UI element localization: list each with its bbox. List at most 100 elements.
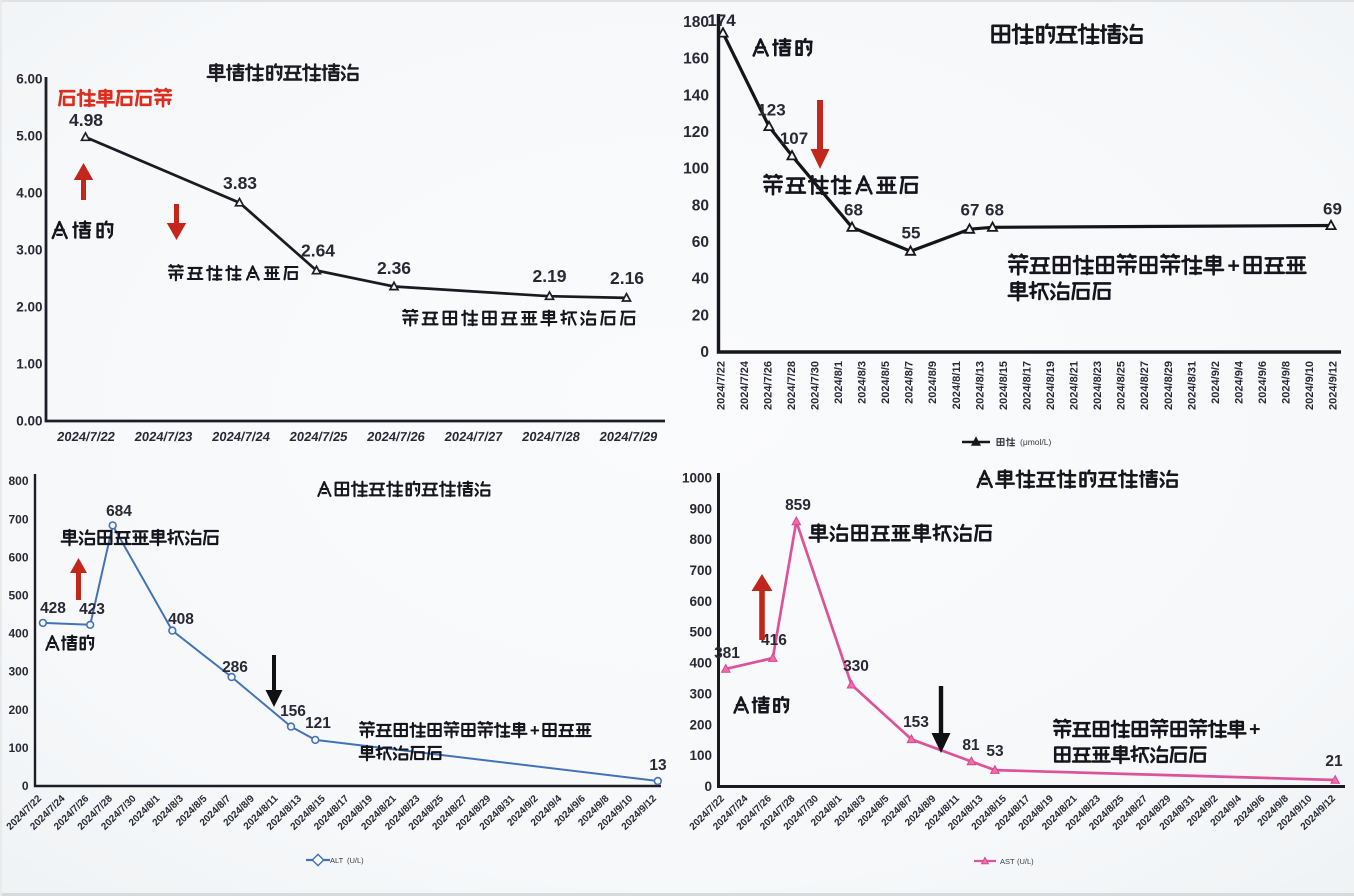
- svg-text:100: 100: [689, 748, 712, 763]
- svg-text:3.00: 3.00: [16, 243, 42, 258]
- svg-text:+: +: [530, 721, 540, 740]
- svg-text:200: 200: [689, 717, 712, 732]
- svg-text:60: 60: [692, 234, 709, 251]
- svg-text:121: 121: [305, 715, 331, 732]
- svg-text:68: 68: [985, 201, 1004, 220]
- svg-text:100: 100: [8, 741, 28, 755]
- svg-text:160: 160: [683, 51, 709, 68]
- svg-text:2.00: 2.00: [16, 300, 42, 315]
- svg-text:2024/7/22: 2024/7/22: [56, 429, 116, 444]
- svg-text:2024/8/23: 2024/8/23: [1092, 361, 1104, 410]
- svg-text:2024/7/28: 2024/7/28: [521, 429, 581, 444]
- svg-text:ALT: ALT: [330, 856, 344, 865]
- svg-text:2024/8/19: 2024/8/19: [1045, 361, 1057, 410]
- svg-text:2024/8/1: 2024/8/1: [833, 361, 845, 404]
- svg-text:0: 0: [22, 779, 29, 793]
- svg-text:20: 20: [692, 307, 709, 324]
- svg-text:4.98: 4.98: [69, 110, 103, 130]
- svg-text:153: 153: [903, 714, 929, 731]
- svg-text:123: 123: [757, 101, 785, 120]
- svg-text:700: 700: [8, 512, 28, 526]
- svg-text:107: 107: [780, 129, 808, 148]
- svg-text:2024/8/29: 2024/8/29: [1163, 361, 1175, 410]
- svg-text:2024/8/3: 2024/8/3: [857, 361, 869, 404]
- svg-text:300: 300: [689, 686, 712, 701]
- svg-text:67: 67: [961, 201, 980, 220]
- svg-text:500: 500: [689, 625, 712, 640]
- svg-text:700: 700: [689, 563, 712, 578]
- svg-text:423: 423: [79, 601, 105, 618]
- svg-text:2024/8/27: 2024/8/27: [1139, 361, 1151, 410]
- svg-text:+: +: [1249, 719, 1260, 741]
- svg-text:156: 156: [280, 703, 306, 720]
- svg-text:2024/7/25: 2024/7/25: [289, 429, 349, 444]
- svg-text:2024/9/10: 2024/9/10: [1304, 361, 1316, 410]
- svg-text:2024/7/23: 2024/7/23: [134, 429, 194, 444]
- svg-text:2.64: 2.64: [301, 241, 335, 261]
- svg-text:2024/8/13: 2024/8/13: [974, 361, 986, 410]
- svg-text:2.16: 2.16: [610, 268, 644, 288]
- svg-text:416: 416: [761, 632, 787, 649]
- svg-text:AST: AST: [1000, 857, 1015, 866]
- svg-text:2024/7/30: 2024/7/30: [810, 361, 822, 410]
- svg-text:5.00: 5.00: [16, 129, 42, 144]
- svg-text:2024/7/24: 2024/7/24: [211, 429, 272, 444]
- svg-text:330: 330: [843, 658, 869, 675]
- svg-text:286: 286: [222, 659, 248, 676]
- svg-text:1000: 1000: [682, 470, 712, 485]
- svg-text:100: 100: [683, 161, 709, 178]
- svg-text:53: 53: [986, 743, 1004, 760]
- svg-text:2024/8/17: 2024/8/17: [1022, 361, 1034, 410]
- svg-text:600: 600: [8, 550, 28, 564]
- svg-text:2024/7/29: 2024/7/29: [599, 429, 659, 444]
- svg-text:+: +: [1227, 253, 1240, 277]
- svg-text:6.00: 6.00: [16, 72, 42, 87]
- svg-text:428: 428: [40, 600, 66, 617]
- svg-text:80: 80: [692, 197, 709, 214]
- svg-text:2024/7/24: 2024/7/24: [739, 360, 751, 410]
- svg-text:2024/9/4: 2024/9/4: [1233, 360, 1245, 404]
- svg-text:2024/8/21: 2024/8/21: [1069, 361, 1081, 410]
- svg-text:300: 300: [8, 665, 28, 679]
- svg-text:400: 400: [8, 627, 28, 641]
- svg-text:120: 120: [683, 124, 709, 141]
- svg-text:800: 800: [8, 474, 28, 488]
- svg-text:2024/9/6: 2024/9/6: [1257, 361, 1269, 404]
- svg-text:69: 69: [1323, 200, 1342, 219]
- svg-text:0: 0: [700, 344, 709, 361]
- svg-text:2024/8/9: 2024/8/9: [927, 361, 939, 404]
- svg-text:2024/8/25: 2024/8/25: [1116, 361, 1128, 410]
- svg-text:0: 0: [704, 779, 712, 794]
- svg-text:2024/8/31: 2024/8/31: [1186, 361, 1198, 410]
- svg-text:(U/L): (U/L): [347, 856, 364, 865]
- svg-text:4.00: 4.00: [16, 186, 42, 201]
- svg-text:180: 180: [683, 14, 709, 31]
- svg-text:55: 55: [902, 224, 921, 243]
- svg-text:500: 500: [8, 589, 28, 603]
- svg-text:174: 174: [707, 11, 736, 30]
- svg-text:684: 684: [106, 503, 132, 520]
- svg-text:2024/8/7: 2024/8/7: [904, 361, 916, 404]
- svg-text:200: 200: [8, 703, 28, 717]
- svg-text:900: 900: [689, 501, 712, 516]
- svg-text:2024/7/22: 2024/7/22: [715, 361, 727, 410]
- svg-text:381: 381: [714, 645, 740, 662]
- svg-text:2024/7/27: 2024/7/27: [444, 429, 504, 444]
- svg-text:2024/9/12: 2024/9/12: [1328, 361, 1340, 410]
- svg-text:68: 68: [844, 201, 863, 220]
- svg-text:800: 800: [689, 532, 712, 547]
- svg-text:21: 21: [1325, 753, 1343, 770]
- svg-text:2024/7/28: 2024/7/28: [786, 361, 798, 410]
- svg-text:0.00: 0.00: [16, 414, 42, 429]
- svg-text:2024/9/8: 2024/9/8: [1281, 361, 1293, 404]
- svg-text:2024/8/11: 2024/8/11: [951, 361, 963, 409]
- svg-text:(U/L): (U/L): [1017, 857, 1034, 866]
- svg-text:2024/7/26: 2024/7/26: [366, 429, 426, 444]
- svg-text:859: 859: [785, 497, 811, 514]
- svg-text:600: 600: [689, 594, 712, 609]
- svg-text:1.00: 1.00: [16, 357, 42, 372]
- svg-text:40: 40: [692, 271, 709, 288]
- svg-text:400: 400: [689, 656, 712, 671]
- svg-text:2.36: 2.36: [377, 258, 411, 278]
- svg-text:2024/7/26: 2024/7/26: [762, 361, 774, 410]
